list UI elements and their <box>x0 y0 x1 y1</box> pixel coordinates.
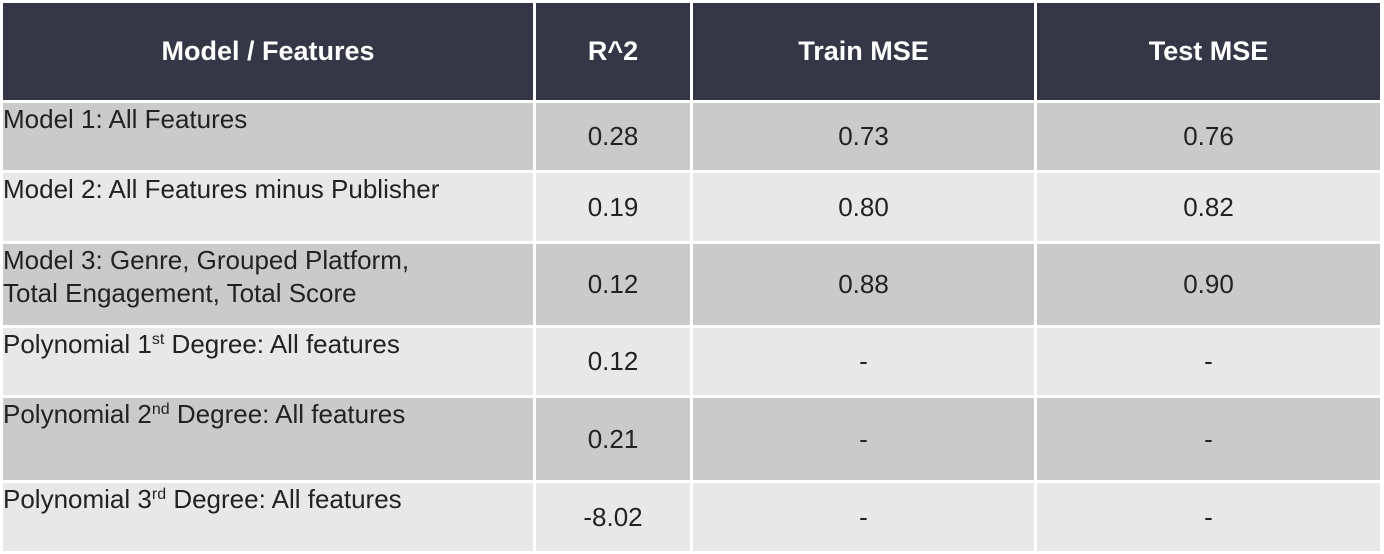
table-row-model-3: Model 3: Genre, Grouped Platform, Total E… <box>0 241 1383 328</box>
test-mse-value: 0.82 <box>1034 170 1383 244</box>
model-label: Polynomial 1st Degree: All features <box>0 325 536 398</box>
train-mse-value: 0.80 <box>690 170 1037 244</box>
model-name: Model 3: Genre, Grouped Platform, <box>3 245 410 275</box>
model-name: Polynomial 1 <box>3 329 152 359</box>
header-r2: R^2 <box>533 0 693 103</box>
train-mse-value: 0.73 <box>690 100 1037 173</box>
table-row-model-1: Model 1: All Features 0.28 0.73 0.76 <box>0 100 1383 173</box>
model-name-tail: Degree: All features <box>166 484 402 514</box>
header-test-mse: Test MSE <box>1034 0 1383 103</box>
header-model-features: Model / Features <box>0 0 536 103</box>
r2-value: 0.28 <box>533 100 693 173</box>
ordinal-suffix: nd <box>151 401 170 418</box>
r2-value: 0.12 <box>533 325 693 398</box>
test-mse-value: 0.90 <box>1034 241 1383 328</box>
model-name-tail: Degree: All features <box>164 329 400 359</box>
test-mse-value: - <box>1034 325 1383 398</box>
model-name: Model 1: All Features <box>3 104 248 134</box>
model-name-tail: Degree: All features <box>169 399 406 429</box>
r2-value: -8.02 <box>533 480 693 554</box>
train-mse-value: - <box>690 395 1037 483</box>
model-name: Model 2: All Features minus Publisher <box>3 174 440 204</box>
test-mse-value: - <box>1034 395 1383 483</box>
model-label: Polynomial 3rd Degree: All features <box>0 480 536 554</box>
model-name-line2: Total Engagement, Total Score <box>3 278 357 308</box>
test-mse-value: 0.76 <box>1034 100 1383 173</box>
train-mse-value: - <box>690 480 1037 554</box>
table-row-model-2: Model 2: All Features minus Publisher 0.… <box>0 170 1383 244</box>
model-label: Polynomial 2nd Degree: All features <box>0 395 536 483</box>
table-row-poly-3: Polynomial 3rd Degree: All features -8.0… <box>0 480 1383 554</box>
table-row-poly-1: Polynomial 1st Degree: All features 0.12… <box>0 325 1383 398</box>
ordinal-suffix: rd <box>151 486 167 503</box>
model-name: Polynomial 3 <box>3 484 152 514</box>
r2-value: 0.21 <box>533 395 693 483</box>
test-mse-value: - <box>1034 480 1383 554</box>
ordinal-suffix: st <box>151 331 165 348</box>
header-train-mse: Train MSE <box>690 0 1037 103</box>
header-row: Model / Features R^2 Train MSE Test MSE <box>0 0 1383 103</box>
model-label: Model 3: Genre, Grouped Platform, Total E… <box>0 241 536 328</box>
model-label: Model 1: All Features <box>0 100 536 173</box>
train-mse-value: - <box>690 325 1037 398</box>
r2-value: 0.19 <box>533 170 693 244</box>
train-mse-value: 0.88 <box>690 241 1037 328</box>
r2-value: 0.12 <box>533 241 693 328</box>
table-row-poly-2: Polynomial 2nd Degree: All features 0.21… <box>0 395 1383 483</box>
model-name: Polynomial 2 <box>3 399 152 429</box>
model-label: Model 2: All Features minus Publisher <box>0 170 536 244</box>
